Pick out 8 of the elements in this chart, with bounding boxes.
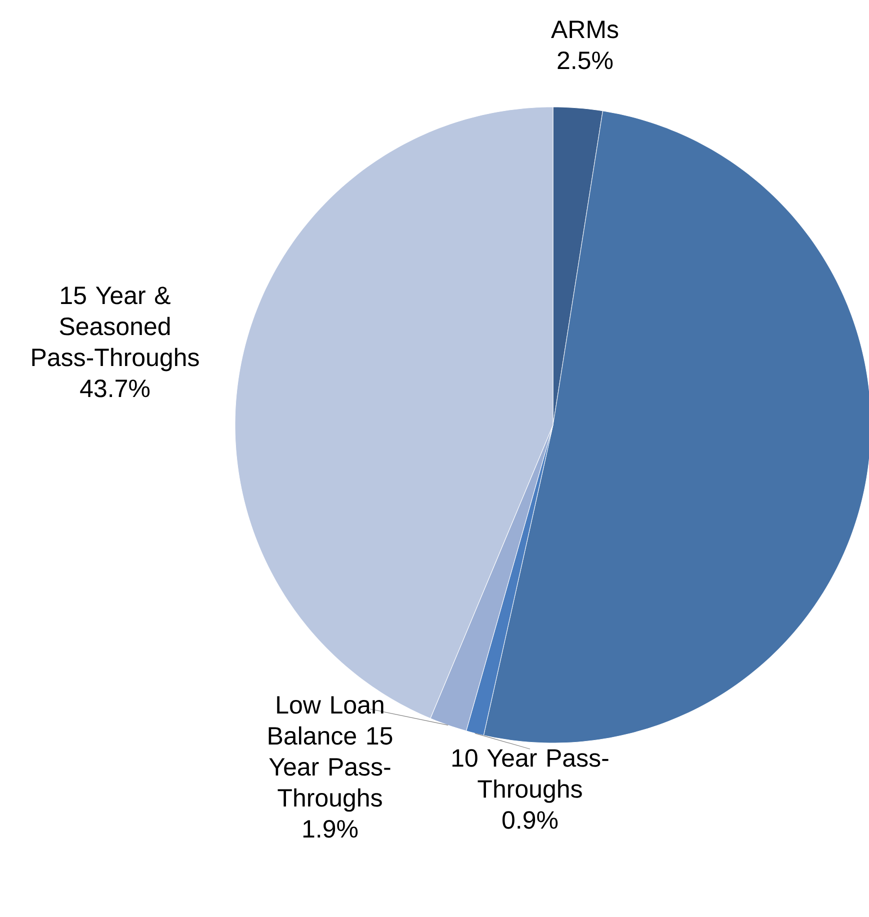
data-label: 43.7% (80, 380, 150, 398)
data-label: 1.9% (303, 820, 358, 838)
slice-label: Low Loan Balance 15 Year Pass-Throughs (268, 696, 392, 812)
data-label: 2.5% (558, 52, 613, 70)
slice-label: 10 Year Pass-Throughs (452, 749, 608, 803)
slice-label: 15 Year & Seasoned Pass-Throughs (32, 286, 199, 372)
data-label: 0.9% (502, 811, 558, 829)
slice-label: ARMs (551, 20, 618, 38)
